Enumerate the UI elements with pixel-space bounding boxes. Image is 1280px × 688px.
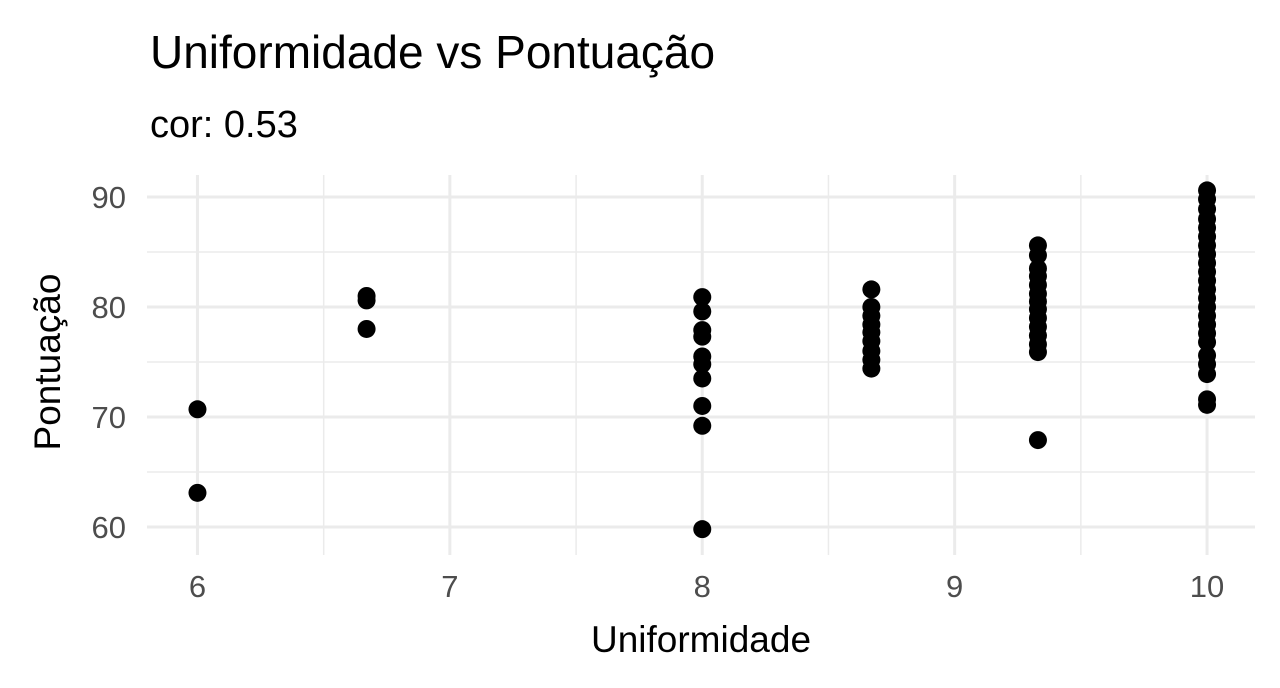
point [1198, 333, 1217, 352]
y-tick-label: 60 [92, 510, 126, 545]
point [693, 416, 712, 435]
point [693, 520, 712, 539]
point [693, 369, 712, 388]
point [1028, 343, 1047, 362]
x-tick-label: 7 [441, 569, 458, 604]
point [693, 355, 712, 374]
chart-subtitle: cor: 0.53 [150, 104, 298, 146]
chart-title: Uniformidade vs Pontuação [150, 26, 715, 78]
point [357, 319, 376, 338]
point [1198, 395, 1217, 414]
point [188, 400, 207, 419]
y-tick-label: 90 [92, 180, 126, 215]
x-tick-label: 8 [694, 569, 711, 604]
point [188, 483, 207, 502]
point [862, 359, 881, 378]
x-tick-label: 6 [189, 569, 206, 604]
point [1028, 431, 1047, 450]
y-axis-label: Pontuação [27, 274, 68, 451]
point [693, 327, 712, 346]
point [357, 291, 376, 310]
y-tick-label: 80 [92, 290, 126, 325]
point [693, 302, 712, 321]
y-tick-label: 70 [92, 400, 126, 435]
point [862, 280, 881, 299]
x-axis-label: Uniformidade [591, 619, 811, 660]
x-tick-label: 10 [1190, 569, 1224, 604]
x-tick-label: 9 [946, 569, 963, 604]
point [693, 288, 712, 307]
point [1198, 365, 1217, 384]
point [693, 396, 712, 415]
point [1028, 246, 1047, 265]
